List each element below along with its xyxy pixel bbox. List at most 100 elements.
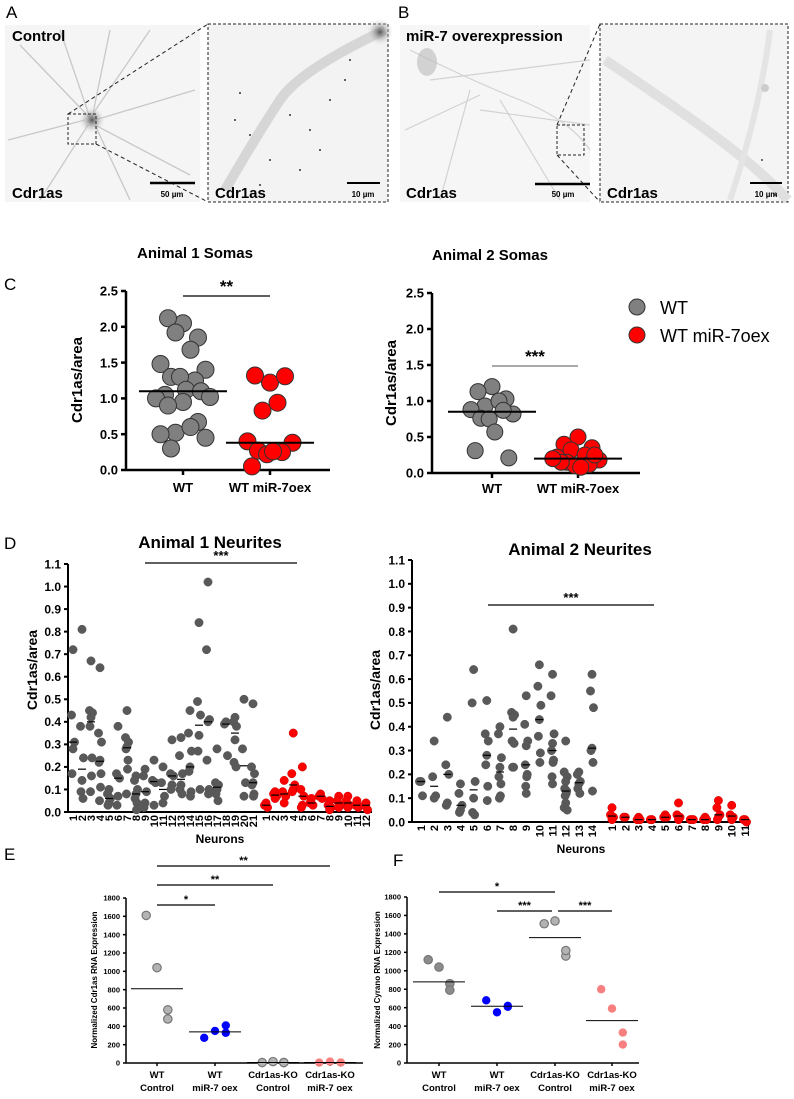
y-tick-label: 400 [388,1022,401,1031]
category-label: miR-7 oex [474,1083,520,1094]
data-point [509,738,519,748]
data-point [549,729,559,739]
data-point [239,694,249,704]
data-point [86,656,96,666]
data-point [113,791,123,801]
significance-label: * [184,894,189,906]
y-tick-label: 1400 [384,930,401,939]
y-tick-label: 200 [107,1040,120,1049]
data-point [200,1033,209,1042]
data-point [141,910,151,921]
data-point [184,728,193,738]
neuron-tick-label: 10 [534,825,546,837]
y-tick-label: 0.4 [44,715,61,729]
panel-label-f: F [393,851,403,870]
data-point [196,710,205,720]
y-tick-label: 1.0 [44,580,61,594]
y-tick-label: 0.3 [388,744,405,758]
data-point [186,791,195,801]
data-point [193,697,202,706]
data-point [550,916,560,926]
y-axis-label: Cdr1as/area [24,630,40,710]
y-tick-label: 0.5 [44,693,61,707]
data-point [231,762,241,772]
data-point [607,1004,617,1013]
data-point [494,401,512,419]
significance-label: *** [579,900,593,912]
neuron-tick-label: 9 [713,825,725,831]
neuron-tick-label: 7 [122,815,134,821]
data-point [441,800,451,810]
data-point [196,360,215,379]
data-point [253,401,272,420]
data-point [139,771,148,781]
data-point [94,728,103,738]
data-point [243,457,261,476]
data-point [486,423,504,441]
significance-label: * [495,881,500,893]
data-point [434,962,444,972]
data-point [212,744,222,754]
neuron-tick-label: 8 [325,815,337,821]
data-point [268,393,287,412]
data-point [508,624,518,634]
data-point [68,645,78,655]
data-point [470,810,480,820]
neuron-tick-label: 4 [288,814,300,821]
data-point [561,736,571,746]
y-tick-label: 1200 [384,948,401,957]
data-point [308,800,318,810]
data-point [521,691,531,701]
charts: 0.0 0.5 1.0 1.5 2.0 2.5 Animal 1 Somas Cdr1as/a… [24,245,752,1094]
y-tick-label: 1.1 [388,553,405,567]
data-point [67,710,76,720]
category-label: WT [482,481,502,496]
neuron-tick-label: 4 [647,824,659,831]
neuron-tick-label: 11 [740,825,752,837]
data-point [325,805,335,815]
data-point [149,755,159,765]
data-point [455,808,464,817]
data-point [157,778,166,788]
micrograph-control-inset [207,18,394,203]
y-tick-label: 1.1 [44,557,61,571]
data-point [163,1014,173,1024]
legend-marker-mir7oex [628,326,646,344]
data-point [363,805,372,815]
data-point [261,373,279,392]
data-point [184,766,194,776]
data-point [223,751,232,761]
y-tick-label: 1.0 [406,394,424,409]
data-point [548,758,558,767]
data-point [546,691,556,701]
neuron-tick-label: 3 [634,825,646,831]
data-point [279,775,289,785]
data-point [210,1026,220,1036]
data-point [482,796,492,806]
data-point [177,789,187,799]
y-tick-label: 1.0 [388,577,405,591]
data-point [572,458,590,476]
y-tick-label: 0.5 [406,430,424,445]
data-point [248,699,258,709]
data-point [249,791,258,801]
image-panel-b: miR-7 overexpression Cdr1as 50 µm Cdr1as… [400,23,792,204]
y-tick-label: 800 [107,985,120,994]
data-point [674,815,683,825]
data-point [534,660,544,670]
condition-label-mir7: miR-7 overexpression [406,28,563,45]
panel-label-c: C [4,275,16,294]
y-axis-label: Cdr1as/area [367,650,383,730]
data-point [230,735,240,745]
neuron-tick-label: 15 [194,815,206,827]
chart-animal-2-neurites: 0.0 0.1 0.2 0.3 0.4 0.5 0.6 0.7 0.8 0.9 1.0 1.1 Anim… [367,540,752,856]
data-point [276,367,294,386]
data-point [575,788,585,798]
y-tick-label: 1600 [384,911,401,920]
data-point [130,775,139,785]
data-point [176,733,186,743]
neuron-tick-label: 2 [77,815,89,821]
neuron-tick-label: 5 [104,815,116,821]
data-point [588,786,597,796]
